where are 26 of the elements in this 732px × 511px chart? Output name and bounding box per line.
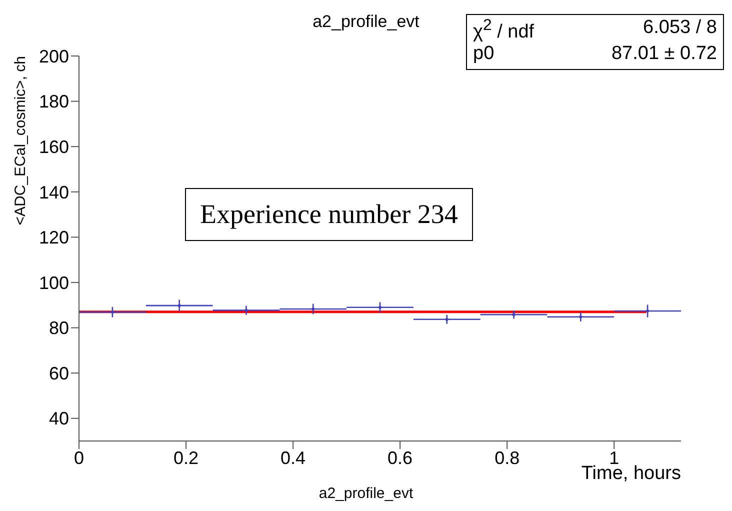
x-tick-label: 0.8 — [494, 448, 520, 468]
annotation: Experience number 234 — [185, 188, 473, 241]
y-tick-label: 200 — [38, 46, 69, 66]
text: a2_profile_evt — [318, 485, 414, 502]
x-tick-label: 0.6 — [388, 448, 413, 468]
point — [579, 315, 582, 318]
x-tick-label: 0.2 — [174, 448, 199, 468]
point — [512, 313, 516, 316]
annotation: 87.01 ± 0.72 — [611, 43, 717, 66]
annotation: p0 — [473, 43, 494, 66]
y-tick-label: 180 — [38, 92, 69, 112]
point — [178, 304, 181, 308]
text: 6.053 / 8 — [643, 17, 717, 40]
y-tick-label: 80 — [48, 318, 69, 338]
y-tick-label: 60 — [48, 363, 69, 384]
x-tick-label: 0.4 — [280, 448, 306, 468]
chart-title: a2_profile_evt — [312, 12, 420, 31]
y-axis-title: <ADC_ECal_cosmic>, ch — [12, 56, 28, 226]
y-tick-label: 140 — [38, 182, 69, 202]
text: χ$^{2}$ / ndf — [473, 17, 534, 44]
y-tick-label: 40 — [48, 408, 69, 429]
y-tick-label: 160 — [38, 136, 69, 157]
point — [244, 308, 248, 312]
y-tick-label: 120 — [38, 228, 69, 248]
x-tick-label: 0 — [74, 448, 84, 468]
y-tick-label: 100 — [38, 272, 69, 293]
